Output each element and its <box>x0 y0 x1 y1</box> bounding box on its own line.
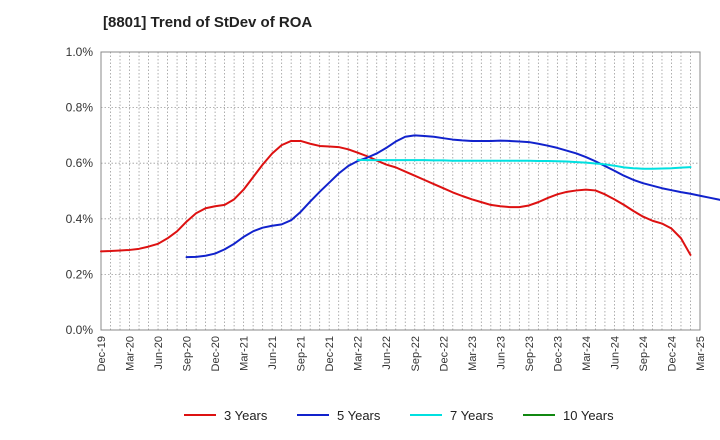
x-tick-label: Mar-23 <box>467 336 479 371</box>
y-tick-label: 0.4% <box>66 212 94 226</box>
series-line-3-years <box>100 139 692 256</box>
x-tick-label: Jun-20 <box>153 336 165 370</box>
x-tick-label: Mar-24 <box>581 336 593 371</box>
axis-layer: 0.0% 0.2% 0.4% 0.6% 0.8% 1.0% Dec-19 Mar-20 Jun-… <box>66 45 707 371</box>
y-tick-label: 0.0% <box>66 323 94 337</box>
legend-label: 7 Years <box>450 408 494 423</box>
x-tick-label: Jun-21 <box>267 336 279 370</box>
plot-frame <box>100 51 701 331</box>
x-tick-label: Dec-24 <box>666 336 678 371</box>
x-tick-label: Dec-19 <box>96 336 108 371</box>
x-tick-label: Jun-24 <box>609 336 621 370</box>
legend-label: 10 Years <box>563 408 614 423</box>
legend-label: 3 Years <box>224 408 268 423</box>
series-line-7-years <box>356 158 692 170</box>
x-tick-label: Mar-20 <box>125 336 137 371</box>
grid-layer <box>101 52 700 330</box>
x-tick-label: Dec-21 <box>324 336 336 371</box>
x-tick-label: Jun-23 <box>495 336 507 370</box>
series-layer <box>100 134 720 259</box>
x-tick-label: Dec-22 <box>438 336 450 371</box>
chart-title: [8801] Trend of StDev of ROA <box>103 14 313 31</box>
x-tick-label: Mar-22 <box>353 336 365 371</box>
x-tick-label: Sep-23 <box>524 336 536 371</box>
legend-label: 5 Years <box>337 408 381 423</box>
x-tick-label: Sep-20 <box>182 336 194 371</box>
x-tick-label: Mar-25 <box>695 336 707 371</box>
plot-area <box>101 52 700 330</box>
y-tick-label: 0.2% <box>66 267 94 281</box>
x-tick-label: Jun-22 <box>381 336 393 370</box>
x-tick-label: Sep-24 <box>638 336 650 371</box>
y-tick-label: 0.6% <box>66 156 94 170</box>
x-tick-label: Dec-20 <box>210 336 222 371</box>
y-tick-label: 0.8% <box>66 101 94 115</box>
legend: 3 Years 5 Years 7 Years 10 Years <box>184 408 614 423</box>
x-tick-label: Mar-21 <box>239 336 251 371</box>
series-line-5-years <box>185 134 720 259</box>
x-tick-label: Sep-21 <box>296 336 308 371</box>
y-tick-label: 1.0% <box>66 45 94 59</box>
x-tick-label: Sep-22 <box>410 336 422 371</box>
x-tick-label: Dec-23 <box>552 336 564 371</box>
